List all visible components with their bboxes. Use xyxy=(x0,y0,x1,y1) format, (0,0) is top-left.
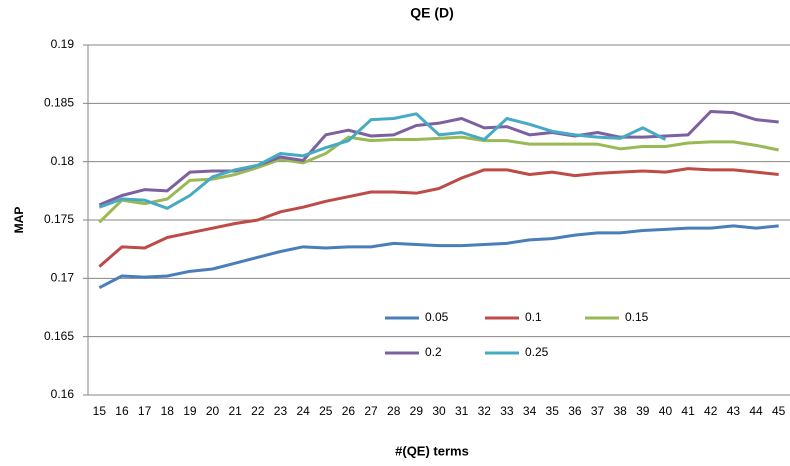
x-tick-label: 29 xyxy=(410,404,424,418)
x-tick-label: 27 xyxy=(364,404,378,418)
x-tick-label: 18 xyxy=(161,404,175,418)
x-tick-label: 36 xyxy=(568,404,582,418)
series-line xyxy=(98,135,779,224)
x-tick-label: 28 xyxy=(387,404,401,418)
x-tick-label: 38 xyxy=(613,404,627,418)
series-line xyxy=(98,167,779,268)
x-tick-label: 35 xyxy=(546,404,560,418)
x-tick-label: 34 xyxy=(523,404,537,418)
chart-title: QE (D) xyxy=(410,5,454,21)
y-tick-label: 0.185 xyxy=(44,96,74,110)
x-tick-label: 44 xyxy=(749,404,763,418)
x-tick-label: 37 xyxy=(591,404,605,418)
x-axis-label: #(QE) terms xyxy=(395,443,469,458)
x-tick-label: 20 xyxy=(206,404,220,418)
y-tick-label: 0.16 xyxy=(51,387,75,401)
y-tick-label: 0.19 xyxy=(51,37,75,51)
legend-label: 0.1 xyxy=(525,310,542,324)
x-tick-label: 42 xyxy=(704,404,718,418)
x-tick-label: 26 xyxy=(342,404,356,418)
x-tick-label: 16 xyxy=(115,404,129,418)
legend-label: 0.2 xyxy=(425,345,442,359)
series-line xyxy=(98,110,779,207)
y-tick-label: 0.175 xyxy=(44,212,74,226)
x-tick-label: 30 xyxy=(432,404,446,418)
x-tick-label: 33 xyxy=(500,404,514,418)
y-tick-label: 0.18 xyxy=(51,154,75,168)
series-line xyxy=(98,224,779,290)
x-tick-label: 31 xyxy=(455,404,469,418)
x-tick-label: 25 xyxy=(319,404,333,418)
x-tick-label: 24 xyxy=(296,404,310,418)
x-tick-label: 21 xyxy=(229,404,243,418)
x-tick-label: 19 xyxy=(183,404,197,418)
y-tick-label: 0.165 xyxy=(44,329,74,343)
y-tick-label: 0.17 xyxy=(51,271,75,285)
legend-label: 0.15 xyxy=(625,310,649,324)
x-tick-label: 41 xyxy=(681,404,695,418)
y-axis-label: MAP xyxy=(12,207,26,234)
x-tick-label: 32 xyxy=(478,404,492,418)
x-tick-label: 43 xyxy=(727,404,741,418)
legend-label: 0.25 xyxy=(525,345,549,359)
x-tick-label: 15 xyxy=(93,404,107,418)
x-tick-label: 39 xyxy=(636,404,650,418)
series-line xyxy=(98,112,667,210)
x-tick-label: 45 xyxy=(772,404,786,418)
x-tick-label: 22 xyxy=(251,404,265,418)
x-tick-label: 23 xyxy=(274,404,288,418)
x-tick-label: 17 xyxy=(138,404,152,418)
x-tick-label: 40 xyxy=(659,404,673,418)
legend-label: 0.05 xyxy=(425,310,449,324)
